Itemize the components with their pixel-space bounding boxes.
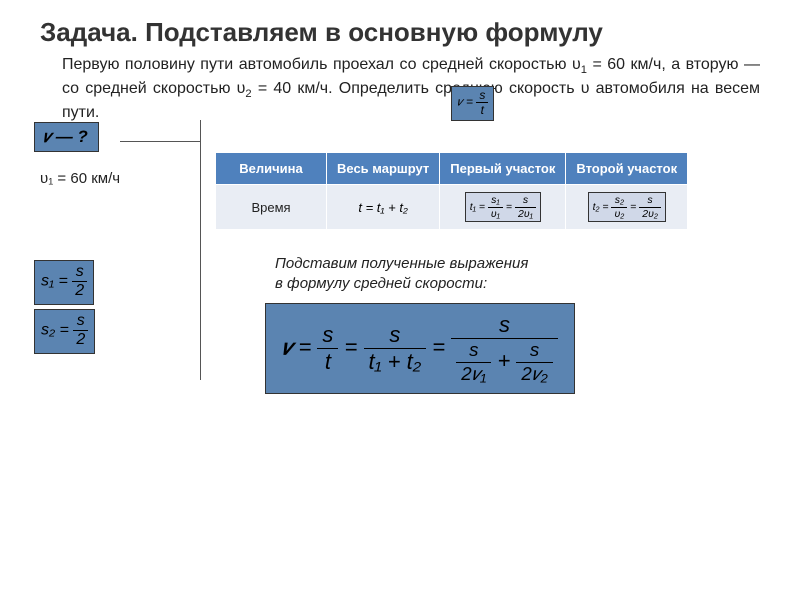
s1-den: 2 <box>72 282 87 299</box>
s1-box: s₁ = s2 <box>34 260 95 309</box>
th-seg1: Первый участок <box>440 153 566 185</box>
find-box: 𝑣 — ? <box>34 122 99 152</box>
bf-plus: + <box>497 348 516 373</box>
bf-last-n: s <box>451 314 557 339</box>
t1-f2d: 2υ₁ <box>515 208 536 220</box>
t1-f2n: s <box>515 195 536 208</box>
t-whole: t = t₁ + t₂ <box>358 200 408 215</box>
substitution-text: Подставим полученные выражения в формулу… <box>275 254 760 293</box>
bf-t12-d: t₁ + t₂ <box>364 349 427 373</box>
data-table: Величина Весь маршрут Первый участок Вто… <box>215 152 688 230</box>
table-header-row: Величина Весь маршрут Первый участок Вто… <box>216 153 688 185</box>
cell-t2: t₂ = s₂υ₂ = s2υ₂ <box>566 185 688 230</box>
vst-formula-box: 𝑣 = st <box>451 86 494 121</box>
s2-den: 2 <box>73 331 88 348</box>
vst-den: t <box>476 103 488 116</box>
bf-eq3: = <box>432 335 451 360</box>
bf-last-den: s2𝑣₁ + s2𝑣₂ <box>451 339 557 383</box>
t2-f1d: υ₂ <box>611 208 627 220</box>
slide-title: Задача. Подставляем в основную формулу <box>40 18 760 48</box>
t1-f1d: υ₁ <box>488 208 503 220</box>
cell-label-time: Время <box>216 185 327 230</box>
s2-box: s₂ = s2 <box>34 309 95 358</box>
t2-f2d: 2υ₂ <box>639 208 661 220</box>
vst-lhs: 𝑣 = <box>457 95 473 109</box>
cell-t1: t₁ = s₁υ₁ = s2υ₁ <box>440 185 566 230</box>
s2-lhs: s₂ = <box>41 322 69 339</box>
bf-d1n: s <box>456 341 491 363</box>
t2-lhs: t₂ = <box>593 201 609 213</box>
bf-eq2: = <box>345 335 364 360</box>
s1-lhs: s₁ = <box>41 273 68 290</box>
th-whole: Весь маршрут <box>327 153 440 185</box>
t1-lhs: t₁ = <box>470 201 485 213</box>
th-seg2: Второй участок <box>566 153 688 185</box>
given-divider <box>120 141 200 142</box>
bf-d2n: s <box>516 341 552 363</box>
problem-statement: Первую половину пути автомобиль проехал … <box>40 54 760 124</box>
t2-eq: = <box>630 201 636 213</box>
bf-d1d: 2𝑣₁ <box>456 363 491 384</box>
big-formula-wrap: 𝑣 = st = st₁ + t₂ = s s2𝑣₁ + s2𝑣₂ <box>215 303 760 394</box>
given-panel: 𝑣 — ? υ₁ = 60 км/ч s₁ = s2 s₂ = s2 <box>40 120 201 380</box>
bf-t12-n: s <box>364 324 427 349</box>
given-v1: υ₁ = 60 км/ч <box>40 170 120 187</box>
bf-eq1: = <box>298 335 317 360</box>
table-row: Время t = t₁ + t₂ t₁ = s₁υ₁ = s2υ₁ t₂ = <box>216 185 688 230</box>
bf-st-n: s <box>317 324 338 349</box>
bf-v: 𝑣 <box>282 335 292 360</box>
s1-num: s <box>72 264 87 282</box>
subst-l2: в формулу средней скорости: <box>275 275 487 292</box>
s2-num: s <box>73 313 88 331</box>
t2-f1n: s₂ <box>611 195 627 208</box>
cell-whole-time: t = t₁ + t₂ <box>327 185 440 230</box>
bf-st-d: t <box>317 349 338 373</box>
vst-num: s <box>476 89 488 103</box>
th-quantity: Величина <box>216 153 327 185</box>
problem-t1: Первую половину пути автомобиль проехал … <box>62 56 581 73</box>
t2-f2n: s <box>639 195 661 208</box>
t1-eq: = <box>506 201 512 213</box>
bf-d2d: 2𝑣₂ <box>516 363 552 384</box>
subst-l1: Подставим полученные выражения <box>275 255 528 272</box>
t1-f1n: s₁ <box>488 195 503 208</box>
